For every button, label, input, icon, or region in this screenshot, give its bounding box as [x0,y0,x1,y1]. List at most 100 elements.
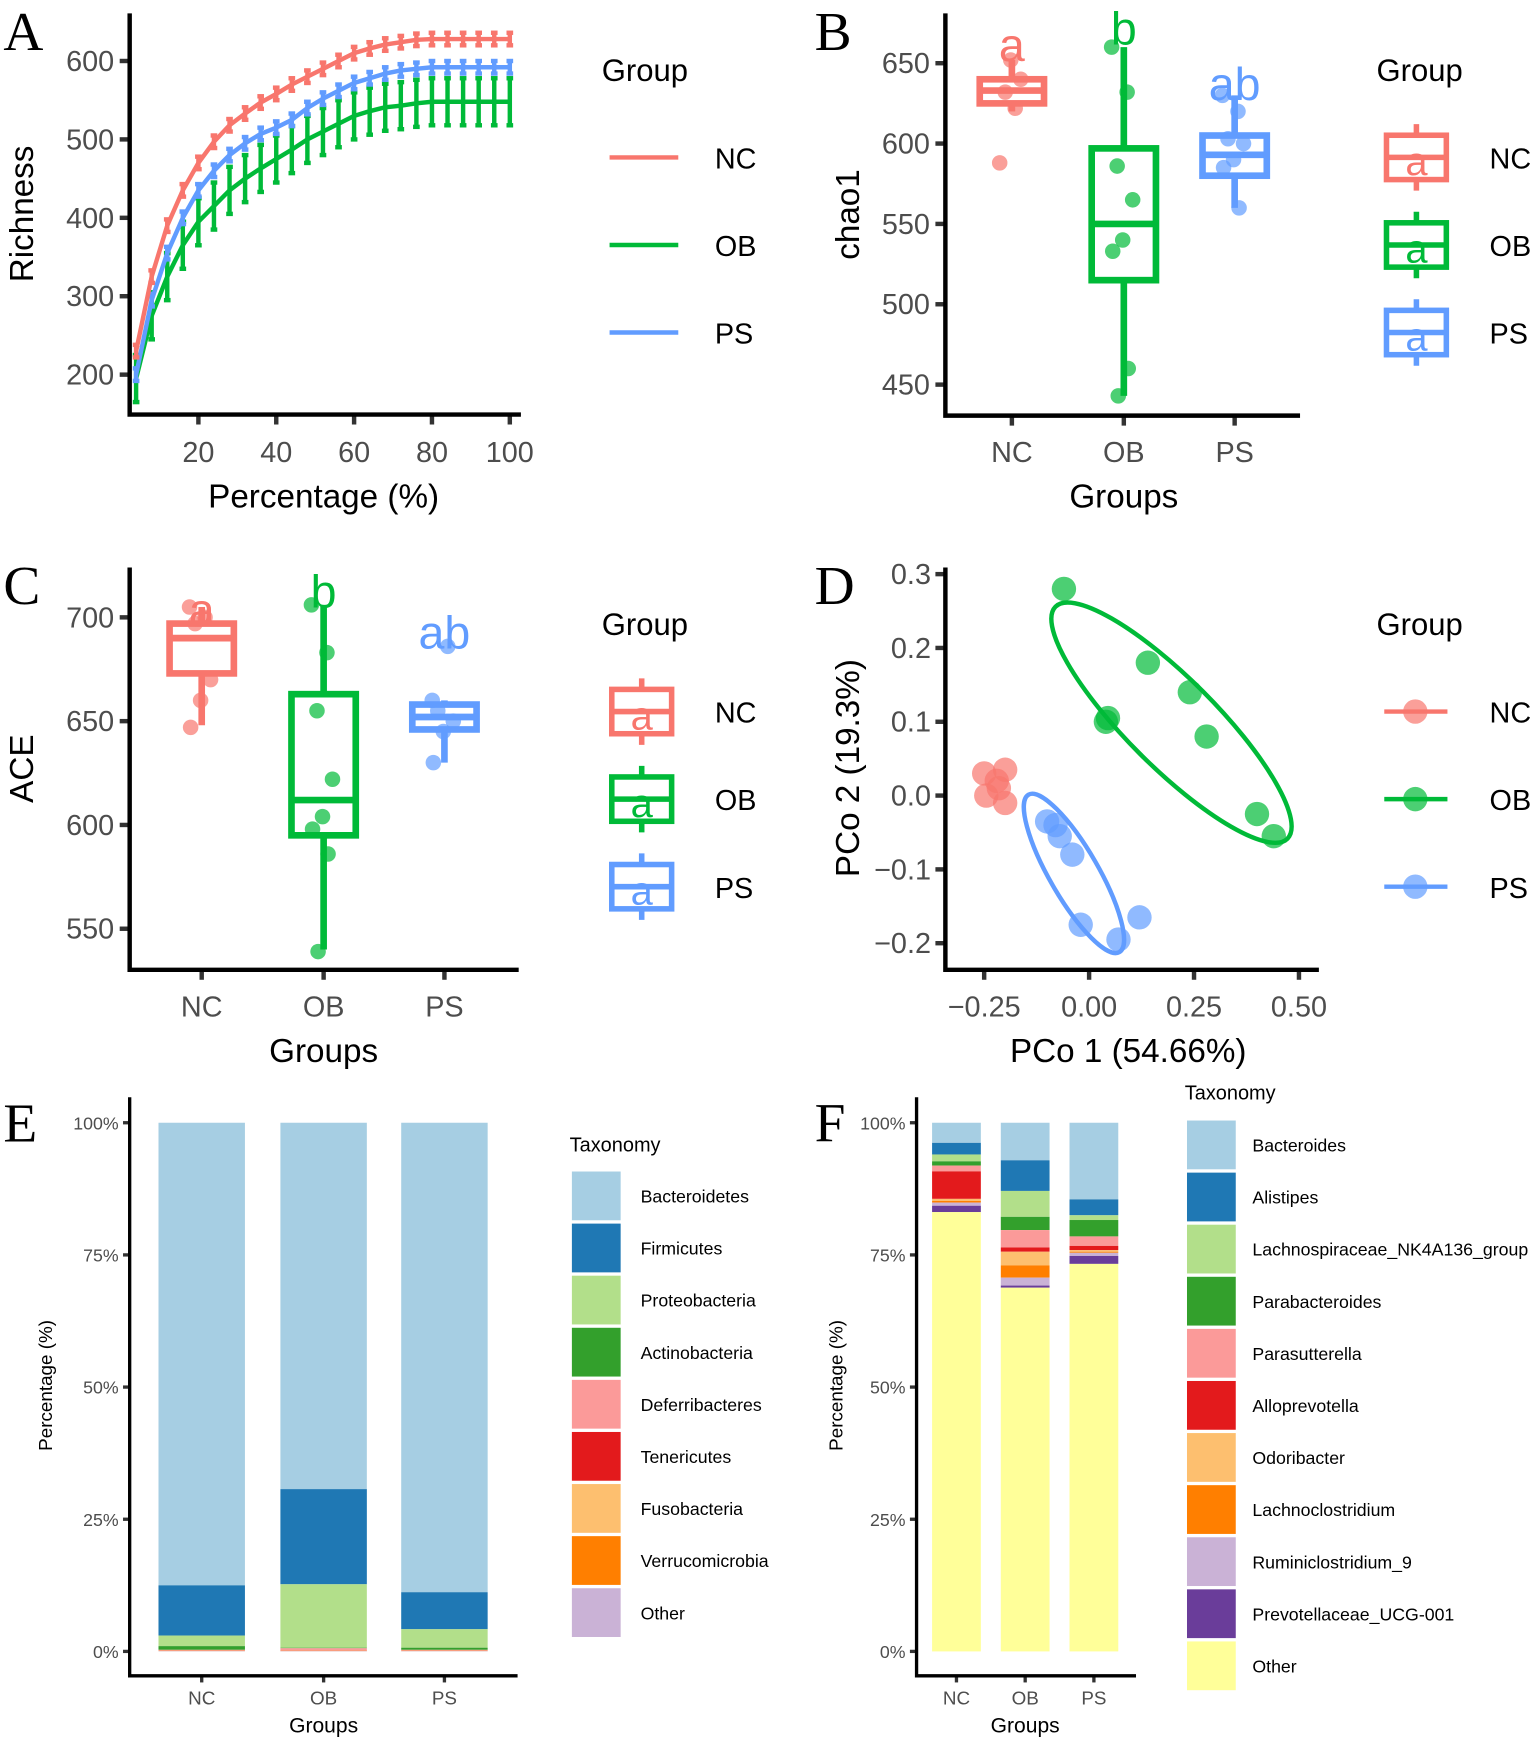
confidence-ellipse-ps [1021,791,1127,956]
bar-segment-bacteroidetes [401,1122,488,1593]
legend-label: Fusobacteria [641,1499,744,1519]
y-axis-label: Richness [4,146,41,283]
bar-segment-odoribacter [1000,1251,1050,1266]
data-point-ob [1244,801,1270,827]
bar-segment-proteobacteria [158,1635,245,1647]
data-point-ob [1051,576,1077,602]
y-tick-label: 600 [66,810,114,842]
legend-key [1186,1433,1236,1482]
box-nc [166,620,238,677]
data-point [324,771,341,788]
y-tick-label: 100% [73,1113,119,1133]
y-axis-label: Percentage (%) [825,1320,846,1451]
legend-label: Alistipes [1252,1188,1318,1208]
x-tick-label: 80 [416,437,448,469]
x-axis-label: Groups [269,1033,378,1070]
y-tick-label: 500 [882,289,930,321]
panel-letter-f: F [815,1093,846,1154]
data-point [1109,158,1125,174]
legend-key [1186,1485,1236,1534]
bar-segment-odoribacter [1069,1250,1119,1252]
bar-segment-firmicutes [280,1489,367,1585]
legend-key [571,1171,621,1221]
data-point [1231,200,1247,216]
data-point [303,597,320,613]
x-tick-label: OB [1012,1688,1039,1709]
y-tick-label: 650 [882,48,930,80]
x-axis-label: Groups [1069,479,1178,516]
legend-key [1186,1120,1236,1170]
y-tick-label: 550 [66,914,114,946]
bar-segment-lachnospiraceae_nk4a136_group [1069,1215,1119,1221]
x-tick-label: 40 [260,437,292,469]
data-point [1214,87,1231,104]
axis [943,13,1301,418]
legend-label: Bacteroides [1252,1136,1346,1156]
y-tick-label: 550 [882,209,930,241]
legend-label: Other [641,1603,685,1623]
x-tick-label: PS [1215,437,1253,469]
x-tick-label: 20 [182,437,214,469]
legend-title: Group [1377,607,1463,642]
legend-key-letter: a [1405,228,1428,272]
bar-segment-other [932,1212,981,1652]
y-tick-label: 25% [83,1510,119,1530]
legend-label-ps: PS [1490,319,1528,351]
y-tick-label: 0.0 [891,781,931,813]
bar-segment-firmicutes [401,1592,488,1630]
data-point [187,615,203,632]
data-point-nc [992,790,1018,816]
data-point-ps [1106,927,1131,952]
y-tick-label: 75% [83,1246,119,1266]
legend-key [571,1223,621,1273]
y-tick-label: 500 [66,124,114,156]
legend-key [571,1536,621,1585]
data-point [1110,388,1127,404]
data-point [319,644,335,661]
data-point-ps [1047,823,1072,849]
bar-segment-prevotellaceae_ucg-001 [1069,1255,1119,1264]
panel-letter-e: E [3,1093,37,1154]
y-tick-label: −0.1 [874,854,931,886]
y-tick-label: 0.2 [891,633,931,665]
bar-segment-lachnospiraceae_nk4a136_group [932,1154,981,1162]
data-point-ob [1135,650,1161,675]
bar-segment-proteobacteria [401,1629,488,1648]
bar-segment-parabacteroides [1069,1220,1119,1237]
data-point [181,599,198,615]
data-point [445,713,462,729]
bar-segment-parasutterella [1069,1236,1119,1246]
legend-label: Other [1252,1656,1296,1676]
legend-key-letter: a [631,869,654,913]
data-point [1215,159,1232,176]
legend-label-ps: PS [715,873,753,905]
legend-label: Verrucomicrobia [641,1551,769,1571]
y-axis-label: chao1 [830,169,867,260]
axis [127,567,519,973]
data-point-ps [1060,842,1085,867]
legend-key [571,1588,621,1637]
legend-key [571,1275,621,1325]
x-tick-label: OB [1103,437,1145,469]
legend-label-ob: OB [1490,231,1532,263]
legend-key [571,1327,621,1377]
data-point [320,846,336,862]
y-tick-label: 450 [882,370,930,402]
y-tick-label: −0.2 [874,928,931,960]
legend-label-nc: NC [715,698,757,730]
bar-segment-alistipes [1069,1199,1119,1216]
legend-label-ps: PS [715,319,753,351]
bar-segment-alloprevotella [1000,1247,1050,1252]
data-point [182,719,199,736]
bar-segment-bacteroides [1000,1122,1050,1161]
significance-letter: a [999,19,1025,71]
legend-key [1186,1172,1236,1222]
legend-label-ob: OB [1490,785,1532,817]
legend-label: Bacteroidetes [641,1187,749,1207]
legend-title: Group [602,53,688,88]
data-point [1119,84,1135,100]
bar-segment-ruminiclostridium_9 [932,1202,981,1206]
legend-label: Parabacteroides [1252,1292,1381,1312]
legend-label: Alloprevotella [1252,1396,1359,1416]
legend-label-nc: NC [715,143,757,175]
